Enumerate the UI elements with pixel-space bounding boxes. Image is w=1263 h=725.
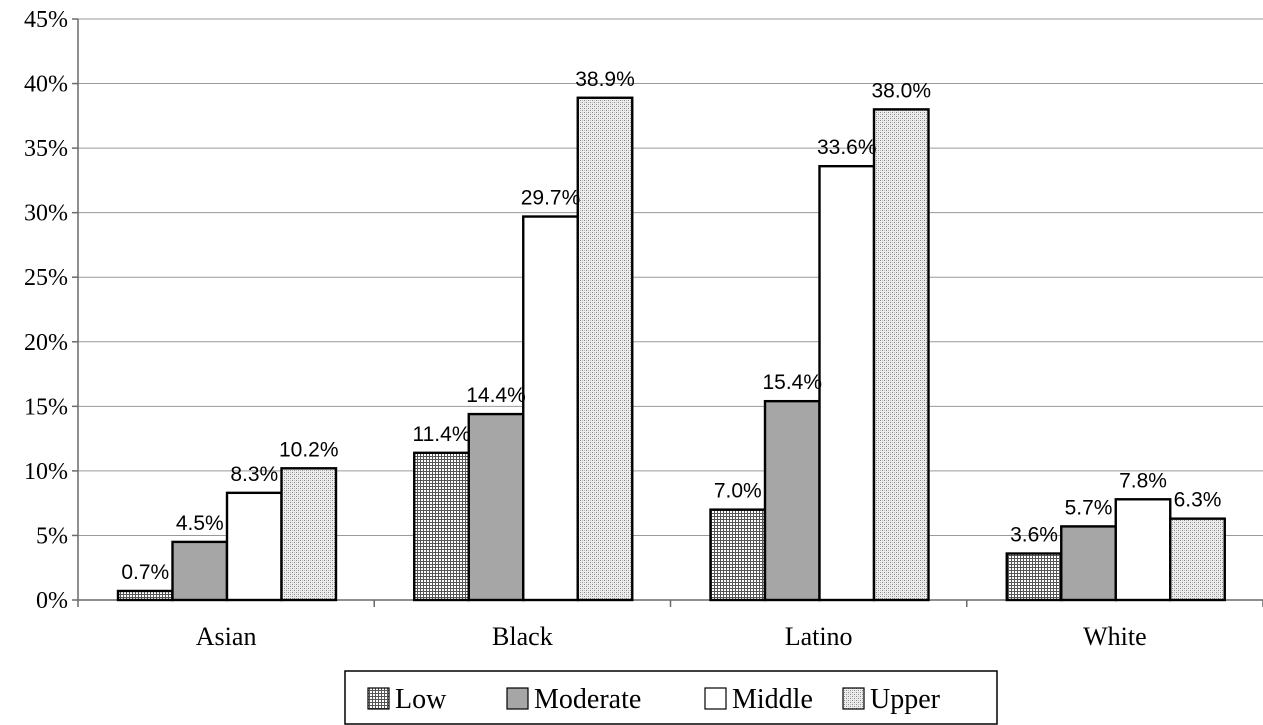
bar-asian-upper [280,467,338,602]
y-tick-label: 5% [36,523,68,549]
legend-swatch-upper [842,687,865,710]
x-tick-label-white: White [1083,622,1147,651]
data-label-asian-middle: 8.3% [230,463,278,486]
y-tick-label: 20% [24,330,68,356]
data-label-white-low: 3.6% [1010,524,1058,547]
data-label-white-moderate: 5.7% [1065,496,1113,519]
bar-black-moderate [467,412,525,602]
data-label-latino-low: 7.0% [714,480,762,503]
data-label-asian-low: 0.7% [121,561,169,584]
data-label-latino-moderate: 15.4% [762,371,822,394]
bar-asian-moderate [171,540,229,602]
data-label-black-low: 11.4% [413,423,471,446]
bar-white-upper [1169,517,1226,602]
bar-white-middle [1114,498,1172,602]
bar-black-low [413,451,470,602]
data-labels: 0.7% 4.5% 8.3%10.2% 11.4% 14.4% 29.7% 38.9% 7.0… [121,68,1221,584]
y-tick-label: 10% [24,459,68,485]
data-label-asian-moderate: 4.5% [176,512,224,535]
bar-white-low [1005,552,1063,602]
data-label-white-middle: 7.8% [1119,469,1167,492]
y-tick-label: 30% [24,201,68,227]
legend-swatch-low [367,687,390,710]
y-tick-label: 45% [24,7,68,33]
data-label-black-middle: 29.7% [521,187,581,210]
bar-latino-middle [818,164,876,602]
legend-label-upper: Upper [870,684,941,715]
y-tick-label: 25% [24,265,68,291]
legend: Low Moderate Middle Upper [344,670,998,725]
legend-swatch-moderate [506,687,529,710]
bar-latino-moderate [763,399,821,602]
y-tick-label: 40% [24,72,68,98]
data-label-latino-middle: 33.6% [817,136,877,159]
legend-box [344,670,998,725]
bar-asian-low [116,589,174,602]
bar-asian-middle [225,491,283,602]
bar-latino-upper [872,108,930,602]
bar-black-upper [576,96,634,602]
bars [116,96,1226,602]
legend-label-moderate: Moderate [534,684,641,715]
legend-label-low: Low [395,684,447,715]
data-label-white-upper: 6.3% [1174,489,1222,512]
gridlines [78,18,1263,536]
bar-white-moderate [1060,525,1117,602]
bar-black-middle [522,215,579,602]
data-label-asian-upper: 10.2% [279,438,339,461]
legend-swatch-middle [704,687,727,710]
x-tick-label-asian: Asian [196,622,257,651]
x-tick-label-black: Black [492,622,553,651]
x-tick-label-latino: Latino [785,622,853,651]
y-tick-label: 15% [24,394,68,420]
data-label-black-upper: 38.9% [575,68,635,91]
data-label-latino-upper: 38.0% [871,79,931,102]
axes: 0% 5% 10% 15% 20% 25% 30% 35% 40% 45% Asian Black La… [24,7,1263,651]
y-tick-label: 35% [24,136,68,162]
bar-latino-low [709,508,767,602]
legend-label-middle: Middle [732,684,813,715]
data-label-black-moderate: 14.4% [466,384,526,407]
y-tick-label: 0% [36,588,68,614]
